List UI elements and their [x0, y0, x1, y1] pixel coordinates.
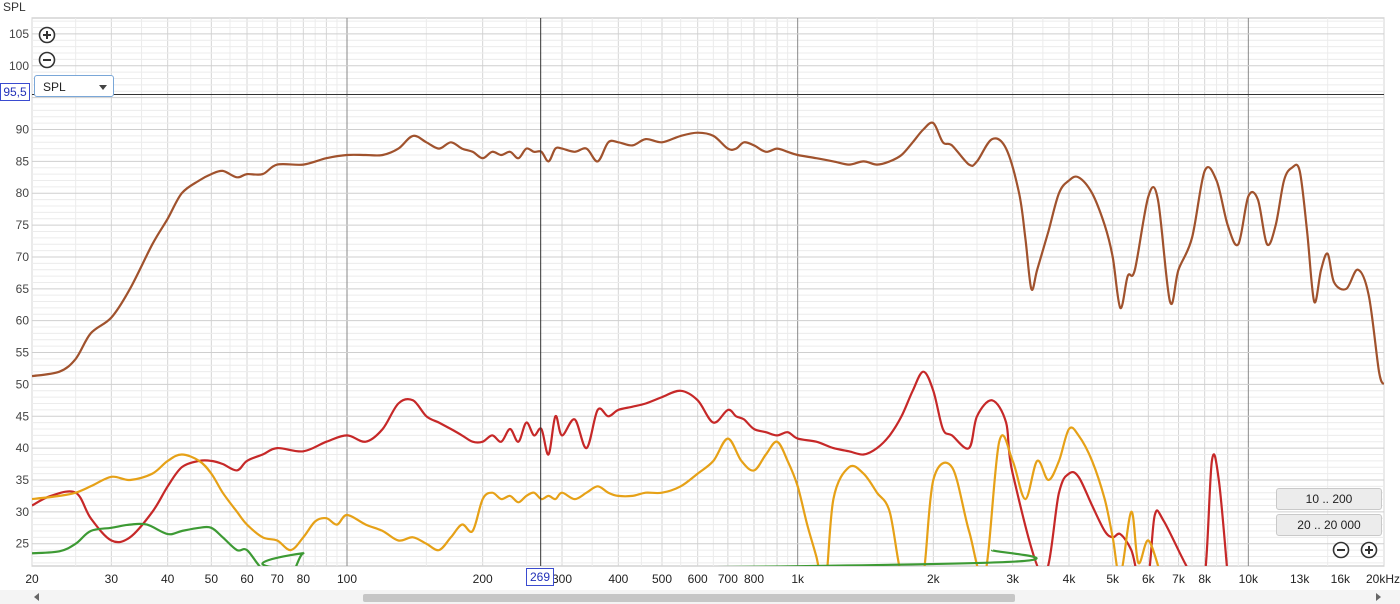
- horizontal-scrollbar[interactable]: [0, 590, 1400, 604]
- x-tick-label: 5k: [1106, 572, 1120, 586]
- series-line-4: [32, 522, 1038, 566]
- zoom-out-x-icon[interactable]: [1332, 541, 1350, 559]
- zoom-out-icon[interactable]: [38, 51, 56, 69]
- x-tick-label: 500: [652, 572, 672, 586]
- x-tick-label: 40: [161, 572, 175, 586]
- zoom-in-icon[interactable]: [38, 26, 56, 44]
- x-tick-label: 70: [271, 572, 285, 586]
- y-tick-label: 90: [16, 123, 30, 137]
- measure-select-value: SPL: [43, 80, 66, 94]
- y-axis-ticks: 25 30 35 40 45 50 55 60 65 70 75 80 85 90 100 105: [9, 27, 29, 551]
- chart-title: SPL: [3, 0, 26, 14]
- y-tick-label: 65: [16, 282, 30, 296]
- x-tick-label: 3k: [1006, 572, 1020, 586]
- y-tick-label: 100: [9, 59, 29, 73]
- plot-background: [31, 17, 1385, 567]
- x-tick-label: 2k: [927, 572, 941, 586]
- x-tick-label: 700: [718, 572, 738, 586]
- scroll-left-icon[interactable]: [34, 593, 39, 601]
- y-tick-label: 55: [16, 346, 30, 360]
- x-tick-label: 400: [608, 572, 628, 586]
- y-tick-label: 45: [16, 409, 30, 423]
- cursor-x-readout: 269: [526, 568, 554, 586]
- x-tick-label: 800: [744, 572, 764, 586]
- x-tick-label: 60: [240, 572, 254, 586]
- x-tick-label: 20: [25, 572, 39, 586]
- y-tick-label: 75: [16, 218, 30, 232]
- x-tick-label: 600: [688, 572, 708, 586]
- series-line-1: [32, 121, 1384, 385]
- measure-select[interactable]: SPL: [34, 75, 114, 97]
- zoom-in-x-icon[interactable]: [1360, 541, 1378, 559]
- x-tick-label: 200: [473, 572, 493, 586]
- x-tick-label: 20kHz: [1366, 572, 1400, 586]
- series-line-2: [32, 370, 1228, 566]
- y-tick-label: 85: [16, 154, 30, 168]
- y-tick-label: 105: [9, 27, 29, 41]
- x-tick-label: 300: [552, 572, 572, 586]
- range-20-20000-button[interactable]: 20 .. 20 000: [1276, 514, 1382, 536]
- cursor-y-readout: 95,5: [0, 83, 30, 101]
- chevron-down-icon: [99, 85, 107, 90]
- minor-grid: [31, 18, 1385, 566]
- y-tick-label: 80: [16, 186, 30, 200]
- series-line-3: [32, 426, 1160, 566]
- x-tick-label: 1k: [791, 572, 805, 586]
- x-tick-label: 50: [205, 572, 219, 586]
- y-tick-label: 30: [16, 505, 30, 519]
- x-tick-label: 8k: [1198, 572, 1212, 586]
- x-tick-label: 16k: [1331, 572, 1351, 586]
- y-tick-label: 35: [16, 473, 30, 487]
- y-tick-label: 60: [16, 314, 30, 328]
- range-10-200-button[interactable]: 10 .. 200: [1276, 488, 1382, 510]
- scroll-right-icon[interactable]: [1376, 593, 1381, 601]
- major-grid: [32, 18, 1384, 566]
- series-layer: [32, 121, 1384, 566]
- scroll-thumb[interactable]: [363, 594, 1015, 602]
- y-tick-label: 70: [16, 250, 30, 264]
- x-tick-label: 100: [337, 572, 357, 586]
- cursor-lines: [32, 18, 1384, 566]
- y-tick-label: 50: [16, 377, 30, 391]
- y-tick-label: 25: [16, 537, 30, 551]
- x-tick-label: 6k: [1142, 572, 1156, 586]
- x-tick-label: 10k: [1239, 572, 1259, 586]
- y-tick-label: 40: [16, 441, 30, 455]
- x-tick-label: 13k: [1290, 572, 1310, 586]
- x-tick-label: 7k: [1172, 572, 1186, 586]
- x-axis-ticks: 20 30 40 50 60 70 80 100 200 300 400 500 600 700 800 1k…: [25, 572, 1400, 586]
- x-tick-label: 30: [105, 572, 119, 586]
- x-tick-label: 80: [297, 572, 311, 586]
- x-tick-label: 4k: [1063, 572, 1077, 586]
